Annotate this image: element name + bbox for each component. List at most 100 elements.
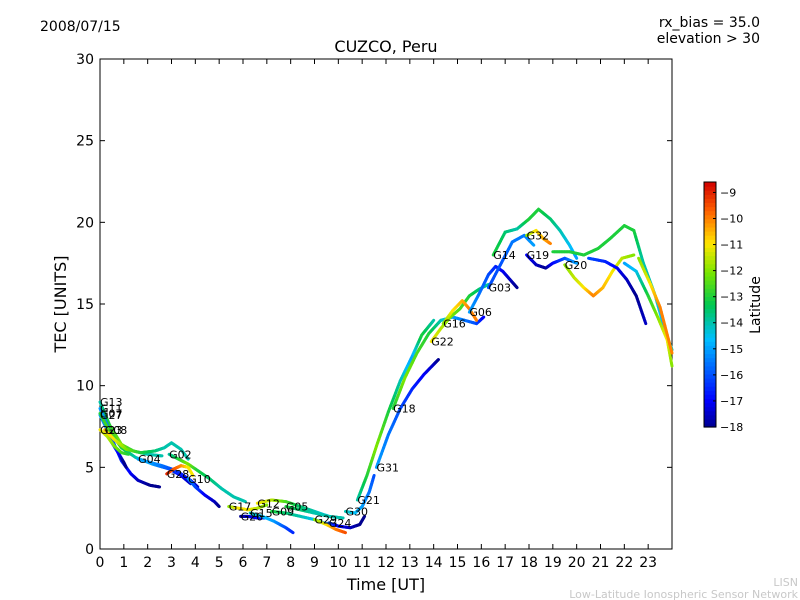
series-track [165, 464, 195, 477]
colorbar-swatch [704, 226, 716, 232]
x-tick-label: 23 [639, 555, 657, 571]
colorbar-swatch [704, 186, 716, 191]
series-track [486, 233, 536, 290]
colorbar-tick-label: −16 [720, 369, 743, 382]
series-label: G32 [527, 229, 550, 242]
colorbar-swatch [704, 386, 716, 391]
x-tick-label: 2 [143, 555, 152, 571]
colorbar-tick-label: −18 [720, 421, 743, 434]
colorbar-swatch [704, 194, 716, 199]
series-segment [185, 456, 190, 461]
series-label: G02 [169, 448, 192, 461]
chart-title: CUZCO, Peru [334, 37, 437, 56]
colorbar-swatch [704, 300, 716, 306]
series-label: G04 [138, 453, 161, 466]
date-label: 2008/07/15 [40, 19, 121, 35]
series-track [284, 505, 345, 520]
series-label: G12 [257, 497, 280, 510]
x-tick-label: 19 [544, 555, 562, 571]
colorbar-swatch [704, 353, 716, 359]
colorbar-swatch [704, 320, 716, 326]
colorbar-swatch [704, 361, 716, 367]
colorbar-swatch [704, 333, 716, 338]
colorbar-swatch [704, 206, 716, 212]
colorbar-swatch [704, 365, 716, 371]
series-track [525, 253, 579, 270]
colorbar-swatch [704, 390, 716, 395]
series-track [551, 224, 674, 352]
colorbar-swatch [704, 410, 716, 416]
series-segment [514, 285, 519, 290]
x-tick-label: 22 [615, 555, 633, 571]
x-tick-label: 12 [377, 555, 395, 571]
colorbar-swatch [704, 247, 716, 253]
colorbar-swatch [704, 406, 716, 412]
colorbar-swatch [704, 202, 716, 208]
series-label: G03 [488, 282, 511, 295]
series-track [429, 282, 490, 344]
x-axis-label: Time [UT] [346, 575, 425, 594]
series-track [525, 229, 552, 246]
colorbar-label: Latitude [748, 276, 764, 334]
colorbar-swatch [704, 267, 716, 273]
colorbar-swatch [704, 271, 716, 277]
colorbar-swatch [704, 345, 716, 351]
colorbar-frame [703, 181, 717, 428]
colorbar-tick-label: −17 [720, 395, 743, 408]
series-track [327, 514, 367, 530]
series-label: G18 [393, 403, 416, 416]
colorbar-swatch [704, 341, 716, 346]
colorbar-swatch [704, 251, 716, 257]
series-track [391, 315, 486, 411]
colorbar-swatch [704, 398, 716, 404]
x-tick-label: 15 [449, 555, 467, 571]
series-track [355, 318, 436, 502]
series-label: G13 [100, 396, 123, 409]
series-label: G24 [329, 517, 352, 530]
series-label: G06 [469, 306, 492, 319]
colorbar-tick-label: −15 [720, 343, 743, 356]
series-segment [669, 346, 674, 355]
colorbar-swatch [704, 369, 716, 375]
colorbar-swatch [704, 239, 716, 244]
colorbar-swatch [704, 373, 716, 379]
series-label: G27 [100, 409, 123, 422]
x-tick-label: 10 [329, 555, 347, 571]
colorbar-swatch [704, 337, 716, 342]
series-track [343, 474, 376, 515]
colorbar-swatch [704, 329, 716, 334]
series-label: G23 [100, 424, 123, 437]
series-label: G29 [315, 514, 338, 527]
colorbar-swatch [704, 284, 716, 289]
colorbar-swatch [704, 214, 716, 220]
x-tick-label: 17 [496, 555, 514, 571]
x-tick-label: 14 [425, 555, 443, 571]
y-tick-label: 25 [76, 134, 94, 150]
colorbar-tick-label: −14 [720, 317, 743, 330]
colorbar-swatch [704, 308, 716, 314]
y-tick-label: 30 [76, 52, 94, 68]
colorbar-swatch [704, 190, 716, 195]
series-label: G31 [376, 461, 399, 474]
series-label: G22 [431, 336, 454, 349]
colorbar-swatch [704, 382, 716, 387]
colorbar-swatch [704, 259, 716, 265]
colorbar-swatch [704, 235, 716, 240]
series-track [622, 261, 674, 368]
y-tick-label: 5 [85, 460, 94, 476]
series-track [587, 256, 648, 326]
colorbar-swatch [704, 402, 716, 408]
colorbar-swatch [704, 198, 716, 204]
series-label: G08 [105, 424, 128, 437]
x-tick-label: 16 [472, 555, 490, 571]
x-tick-label: 11 [353, 555, 371, 571]
plot-area: 0 1 2 3 4 5 6 7 8 9 10 11 12 13 14 15 16 17 18 19 20 21 22 2305… [76, 52, 674, 571]
colorbar-tick-label: −12 [720, 265, 743, 278]
colorbar-swatch [704, 280, 716, 285]
x-tick-label: 13 [401, 555, 419, 571]
colorbar-swatch [704, 243, 716, 248]
colorbar-swatch [704, 231, 716, 236]
series-track [313, 518, 347, 535]
elevation-label: elevation > 30 [657, 31, 760, 47]
